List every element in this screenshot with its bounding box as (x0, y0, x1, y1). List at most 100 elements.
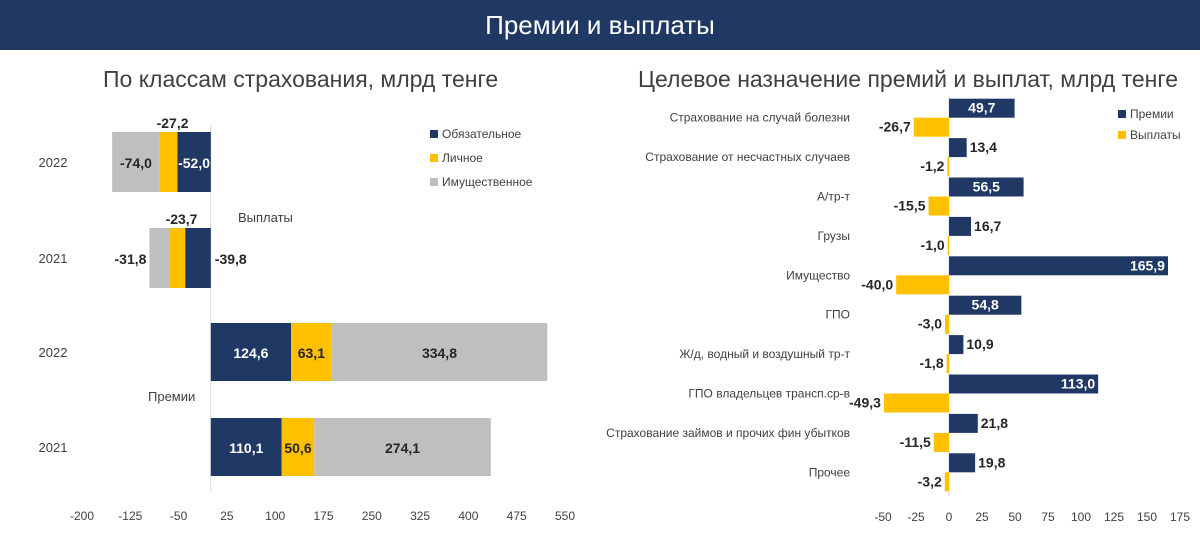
category-label: ГПО (826, 308, 850, 322)
data-label: -74,0 (120, 155, 152, 171)
premium-bar (949, 98, 1015, 118)
bar-segment (185, 228, 211, 288)
premium-bar (949, 374, 1099, 394)
right-chart-title: Целевое назначение премий и выплат, млрд… (638, 66, 1179, 92)
x-tick-label: 100 (1071, 510, 1091, 524)
legend-label: Премии (1130, 107, 1174, 121)
x-tick-label: 325 (410, 509, 430, 523)
x-tick-label: 75 (1041, 510, 1055, 524)
x-tick-label: -125 (118, 509, 142, 523)
payout-bar (945, 314, 949, 334)
payout-label: -15,5 (894, 198, 926, 214)
bar-segment (159, 132, 178, 192)
bar-segment (291, 323, 332, 381)
category-label: Страхование займов и прочих фин убытков (606, 426, 850, 440)
x-tick-label: -200 (70, 509, 94, 523)
x-tick-label: 25 (975, 510, 989, 524)
data-label: 274,1 (385, 440, 420, 456)
data-label: -31,8 (115, 251, 147, 267)
premium-label: 54,8 (972, 297, 999, 313)
x-tick-label: 25 (220, 509, 234, 523)
page-title: Премии и выплаты (485, 10, 715, 40)
payout-bar (928, 196, 949, 216)
bar-segment (331, 323, 548, 381)
payout-label: -3,0 (918, 316, 942, 332)
x-tick-label: 125 (1104, 510, 1124, 524)
payout-bar (947, 157, 949, 177)
bar-segment (169, 228, 186, 288)
x-tick-label: 175 (313, 509, 333, 523)
bar-segment (210, 323, 292, 381)
premium-label: 113,0 (1061, 376, 1095, 392)
payout-label: -1,2 (920, 158, 944, 174)
premium-label: 49,7 (968, 100, 995, 116)
data-label: 50,6 (284, 440, 311, 456)
premium-bar (949, 177, 1024, 197)
bar-segment (210, 418, 282, 476)
category-label: 2021 (39, 440, 68, 455)
group-label-payouts: Выплаты (238, 210, 293, 225)
payout-bar (944, 472, 949, 492)
x-tick-label: 400 (458, 509, 478, 523)
page-banner: Премии и выплаты (0, 0, 1200, 50)
category-label: Страхование от несчастных случаев (645, 150, 850, 164)
legend-label: Личное (442, 151, 483, 165)
bar-segment (112, 132, 160, 192)
category-label: 2021 (39, 251, 68, 266)
payout-label: -1,8 (919, 355, 943, 371)
x-tick-label: 100 (265, 509, 285, 523)
x-tick-label: -50 (170, 509, 188, 523)
x-tick-label: 150 (1137, 510, 1157, 524)
premium-label: 165,9 (1130, 257, 1165, 273)
data-label: 110,1 (229, 440, 263, 456)
payout-label: -40,0 (861, 276, 893, 292)
premium-label: 19,8 (978, 454, 1005, 470)
category-label: Ж/д, водный и воздушный тр-т (679, 347, 850, 361)
bar-segment (281, 418, 315, 476)
payout-label: -26,7 (879, 119, 911, 135)
payout-label: -49,3 (849, 395, 881, 411)
premium-bar (949, 413, 978, 433)
x-tick-label: 250 (362, 509, 382, 523)
payout-bar (896, 275, 949, 295)
category-label: А/тр-т (817, 190, 851, 204)
x-tick-label: 175 (1170, 510, 1190, 524)
bar-segment (149, 228, 170, 288)
legend-swatch (430, 178, 438, 186)
classes-chart: -200 -125 -50 25 100 175 250 325 400 475 550 2022 20… (39, 115, 576, 523)
premium-label: 16,7 (974, 218, 1001, 234)
category-label: Грузы (818, 229, 851, 243)
x-tick-label: -50 (874, 510, 892, 524)
premium-bar (949, 295, 1022, 315)
category-label: 2022 (39, 155, 68, 170)
premium-bar (949, 453, 976, 473)
group-label-premiums: Премии (148, 389, 195, 404)
premium-label: 10,9 (966, 336, 993, 352)
legend-label: Выплаты (1130, 128, 1181, 142)
premium-label: 13,4 (970, 139, 997, 155)
bar-segment (177, 132, 211, 192)
legend-swatch (1118, 110, 1126, 118)
x-tick-label: 475 (507, 509, 527, 523)
premium-bar (949, 335, 964, 355)
x-tick-label: 550 (555, 509, 575, 523)
data-label: -23,7 (166, 211, 198, 227)
category-label: Прочее (809, 465, 851, 479)
legend-label: Имущественное (442, 175, 533, 189)
data-label: -39,8 (215, 251, 247, 267)
category-label: 2022 (39, 345, 68, 360)
category-label: Имущество (786, 268, 850, 282)
payout-label: -11,5 (900, 434, 931, 450)
left-chart-title: По классам страхования, млрд тенге (103, 66, 499, 92)
x-tick-label: 0 (946, 510, 953, 524)
data-label: -52,0 (178, 155, 210, 171)
data-label: 124,6 (233, 345, 268, 361)
legend-swatch (1118, 131, 1126, 139)
data-label: -27,2 (157, 115, 189, 131)
payout-bar (946, 354, 949, 374)
premium-bar (949, 256, 1168, 276)
x-tick-label: -25 (907, 510, 925, 524)
premium-label: 21,8 (981, 415, 1008, 431)
payout-bar (913, 117, 949, 137)
category-label: Страхование на случай болезни (670, 111, 850, 125)
